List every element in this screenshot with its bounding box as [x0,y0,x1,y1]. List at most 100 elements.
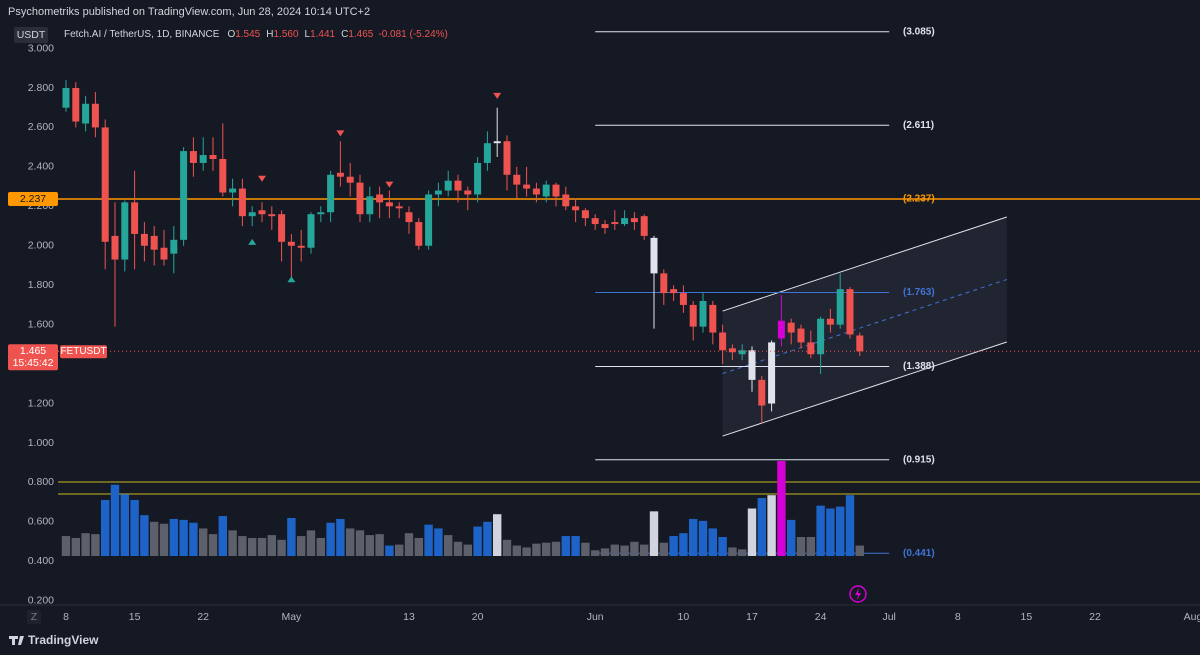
candle-body [385,202,393,207]
volume-bar [493,514,502,556]
candle-body [660,273,668,294]
x-tick-label: Jul [882,611,895,623]
signal-marker [287,276,296,283]
x-tick-label: 10 [678,611,690,623]
candle-body [670,289,678,294]
x-tick-label: 22 [1089,611,1101,623]
volume-bar [404,533,414,556]
volume-bar [600,548,610,556]
channel-upper [722,216,1007,312]
candle-body [248,212,256,217]
volume-bar [512,545,521,556]
legend-key: L [305,29,311,40]
horizontal-line-label: (2.237) [903,194,935,205]
signal-marker [248,238,257,245]
y-tick-label: 1.600 [28,318,54,330]
candle-body [817,318,825,355]
volume-bar [522,547,531,556]
scale-button[interactable] [27,610,41,624]
level-label: (2.611) [903,120,934,131]
candle-body [258,210,266,215]
legend-key: H [266,29,273,40]
volume-bar [61,536,71,556]
currency[interactable]: USDT [17,29,46,41]
volume-bar [561,536,570,556]
volume-bar [738,549,747,556]
candle-body [170,239,178,254]
volume-bar [355,530,365,556]
candle-body [601,224,609,229]
candle-body [91,103,99,128]
volume-bar [238,536,247,556]
candle-body [483,143,491,163]
candle-body [768,342,776,404]
candle-body [189,151,197,163]
volume-bar [542,542,551,556]
candle-body [699,300,707,327]
volume-bar [365,535,374,556]
y-tick-label: 2.000 [28,240,54,252]
volume-bar [826,508,835,556]
volume-bar [728,547,737,556]
x-tick-label: 13 [403,611,415,623]
volume-bar [502,539,512,556]
candle-body [836,289,844,325]
symbol-tag-label: FETUSDT [60,346,106,357]
candle-body [131,202,139,234]
candle-body [542,184,550,197]
volume-bar [189,522,198,556]
x-tick-label: Aug [1184,611,1200,623]
header: Psychometriks published on TradingView.c… [8,6,370,18]
volume-bar [287,518,296,556]
y-tick-label: 2.400 [28,161,54,173]
signal-marker [493,92,502,99]
candle-body [846,289,854,335]
candle-body [454,180,462,191]
channel-lower [722,341,1007,437]
candle-body [630,218,638,223]
volume-bar [316,537,325,556]
candle-body [797,328,805,343]
candle-body [238,188,246,217]
volume-bar [689,518,698,556]
brand-logo[interactable] [9,636,24,645]
price-tag-value: 1.465 [20,345,46,357]
candle-body [758,379,766,406]
currency-box[interactable] [14,27,48,43]
y-tick-label: 2.800 [28,82,54,94]
candle-body [640,216,648,236]
signal-marker [385,181,394,188]
candle-body [140,233,148,246]
volume-bar [208,534,218,556]
volume-bar [91,534,100,556]
volume-bar [375,534,384,556]
candle-body [679,293,687,305]
legend-key: C [341,29,348,40]
candle-body [856,335,864,352]
scale-button-label[interactable]: Z [31,611,38,623]
volume-bar [777,461,786,556]
volume-bar [326,522,335,556]
candle-body [493,141,501,144]
y-tick-label: 0.200 [28,595,54,607]
x-tick-label: 24 [815,611,827,623]
candle-body [307,214,315,248]
x-tick-label: Jun [587,611,604,623]
event-icon[interactable] [849,585,867,603]
volume-bar [669,536,678,556]
volume-bar [796,537,806,556]
candle-body [621,218,629,225]
y-tick-label: 0.400 [28,555,54,567]
level-label: (1.388) [903,361,935,372]
volume-bar [71,537,80,556]
candle-body [297,245,305,248]
volume-bar [640,544,649,556]
candle-body [72,87,80,122]
brand[interactable]: TradingView [28,633,99,647]
volume-bar [414,537,423,556]
y-tick-label: 3.000 [28,42,54,54]
candle-body [777,320,785,339]
candle-body [366,196,374,215]
